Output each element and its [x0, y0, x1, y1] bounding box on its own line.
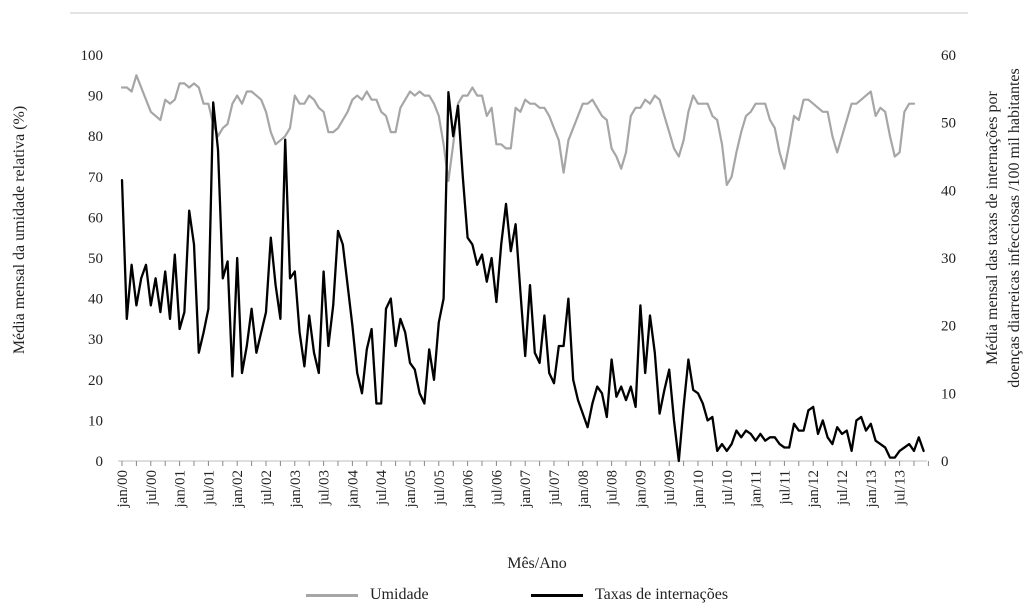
- legend-swatch-taxas: [531, 593, 583, 597]
- left-y-axis: 0 10 20 30 40 50 60 70 80 90 100: [81, 48, 104, 470]
- x-tick-label: jul/04: [374, 470, 390, 507]
- x-tick-label: jul/13: [893, 470, 909, 506]
- y-tick-label-left: 40: [88, 292, 103, 308]
- x-tick-label: jul/12: [835, 470, 851, 506]
- x-tick-label: jul/00: [144, 470, 160, 506]
- y-tick-label-right: 40: [941, 183, 956, 199]
- y-tick-label-left: 50: [88, 251, 103, 267]
- y-tick-label-right: 0: [941, 454, 949, 470]
- x-tick-label: jan/12: [806, 470, 822, 509]
- x-tick-label: jul/09: [662, 470, 678, 506]
- legend-label-taxas: Taxas de internações: [595, 586, 729, 603]
- x-tick-label: jan/08: [576, 470, 592, 509]
- y-tick-label-left: 60: [88, 210, 103, 226]
- legend-label-umidade: Umidade: [370, 586, 429, 603]
- legend: Umidade Taxas de internações: [0, 586, 1026, 608]
- y-tick-label-right: 30: [941, 251, 956, 267]
- x-tick-label: jan/06: [461, 470, 477, 509]
- x-tick-label: jan/05: [403, 470, 419, 509]
- y-tick-label-left: 0: [96, 454, 104, 470]
- legend-swatch-umidade: [306, 593, 358, 597]
- x-tick-label: jul/02: [259, 470, 275, 506]
- series-line-umidade: [120, 74, 916, 186]
- y-tick-label-right: 20: [941, 319, 956, 335]
- right-y-axis: 0 10 20 30 40 50 60: [941, 48, 956, 470]
- x-tick-label: jan/02: [230, 470, 246, 509]
- x-tick-label: jul/08: [605, 470, 621, 506]
- y-axis-label-right-line2: doenças diarreicas infecciosas /100 mil …: [1006, 68, 1023, 387]
- x-tick-label: jan/07: [518, 470, 534, 509]
- x-tick-label: jul/10: [720, 470, 736, 506]
- y-tick-label-left: 80: [88, 129, 103, 145]
- y-tick-label-left: 20: [88, 373, 103, 389]
- x-tick-label: jul/01: [201, 470, 217, 506]
- y-tick-label-right: 50: [941, 116, 956, 132]
- x-tick-label: jan/00: [115, 470, 131, 509]
- y-tick-label-left: 90: [88, 89, 103, 105]
- series-layer: [120, 74, 925, 463]
- y-tick-label-left: 100: [81, 48, 104, 64]
- x-tick-label: jan/01: [173, 470, 189, 509]
- x-tick-label: jul/06: [489, 470, 505, 507]
- x-tick-label: jul/07: [547, 470, 563, 507]
- series-line-taxas: [120, 91, 925, 463]
- y-axis-label-right-line1: Média mensal das taxas de internações po…: [984, 90, 1001, 364]
- y-tick-label-left: 70: [88, 170, 103, 186]
- x-tick-label: jan/10: [691, 470, 707, 509]
- x-tick-label: jul/05: [432, 470, 448, 506]
- x-tick-label: jan/09: [633, 470, 649, 509]
- x-axis: jan/00 jul/00 jan/01 jul/01 jan/02 jul/02 jan/…: [115, 461, 929, 509]
- y-tick-label-left: 30: [88, 332, 103, 348]
- y-tick-label-left: 10: [88, 413, 103, 429]
- x-tick-label: jan/03: [288, 470, 304, 509]
- x-tick-label: jul/03: [317, 470, 333, 506]
- y-tick-label-right: 10: [941, 386, 956, 402]
- x-tick-label: jan/04: [345, 470, 361, 509]
- x-tick-label: jan/11: [749, 470, 765, 508]
- y-axis-label-left: Média mensal da umidade relativa (%): [11, 106, 28, 354]
- x-axis-label: Mês/Ano: [507, 555, 567, 572]
- legend-item-taxas: Taxas de internações: [531, 586, 728, 604]
- x-tick-label: jan/13: [864, 470, 880, 509]
- x-tick-label: jul/11: [777, 470, 793, 505]
- y-tick-label-right: 60: [941, 48, 956, 64]
- legend-item-umidade: Umidade: [306, 586, 429, 604]
